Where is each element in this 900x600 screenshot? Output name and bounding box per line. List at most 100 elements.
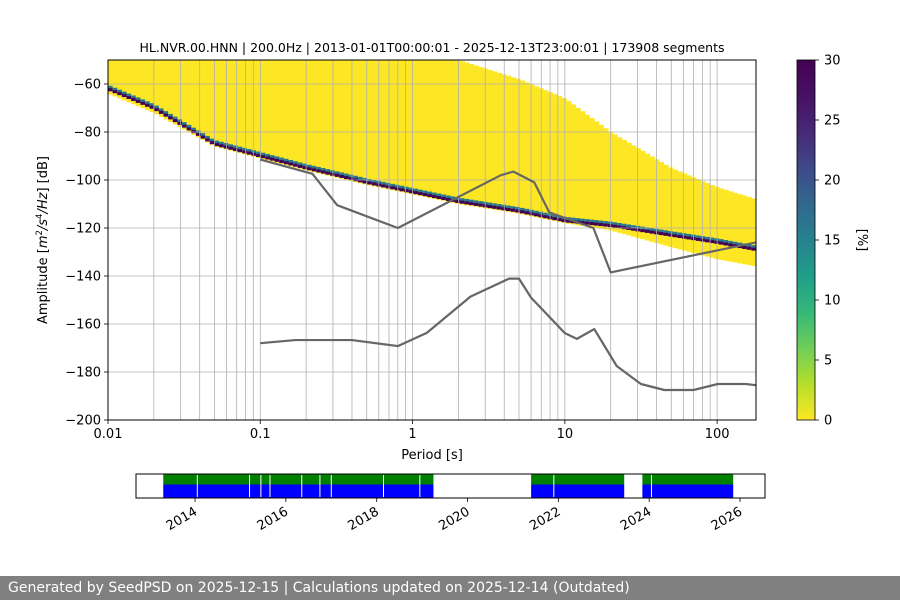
psd-mode-cell xyxy=(214,143,220,147)
psd-mode-cell xyxy=(589,222,595,226)
psd-mode-cell xyxy=(492,205,498,209)
psd-band-cell xyxy=(681,173,688,251)
psd-band-cell xyxy=(339,60,345,179)
psd-band-cell xyxy=(441,60,447,201)
psd-mode-cell xyxy=(556,218,563,222)
psd-mode-cell xyxy=(334,173,341,177)
psd-transition-cell xyxy=(649,228,655,233)
psd-band-cell xyxy=(302,60,308,171)
psd-mode-cell xyxy=(668,233,674,237)
psd-mode-cell xyxy=(348,177,354,181)
psd-mode-cell xyxy=(529,212,535,216)
psd-transition-cell xyxy=(478,201,484,206)
psd-mode-cell xyxy=(186,127,192,131)
psd-transition-cell xyxy=(418,189,424,194)
psd-mode-cell xyxy=(635,228,641,232)
psd-band-cell xyxy=(515,78,521,214)
psd-transition-cell xyxy=(348,174,354,179)
psd-band-cell xyxy=(566,101,572,224)
psd-band-cell xyxy=(149,60,155,113)
psd-band-cell xyxy=(506,75,512,212)
psd-band-cell xyxy=(274,60,280,163)
psd-band-cell xyxy=(362,60,368,185)
colorbar-label: [%] xyxy=(854,229,869,252)
psd-transition-cell xyxy=(631,225,637,230)
psd-mode-cell xyxy=(473,202,479,206)
psd-transition-cell xyxy=(177,119,183,124)
psd-mode-cell xyxy=(728,243,734,247)
psd-band-cell xyxy=(580,111,586,226)
psd-transition-cell xyxy=(732,241,739,246)
psd-transition-cell xyxy=(112,87,118,92)
psd-band-cell xyxy=(635,148,641,238)
psd-transition-cell xyxy=(200,133,206,138)
psd-band-cell xyxy=(473,65,479,207)
psd-band-cell xyxy=(519,80,526,215)
psd-transition-cell xyxy=(459,198,465,203)
psd-mode-cell xyxy=(246,151,253,155)
psd-transition-cell xyxy=(728,240,734,245)
psd-mode-cell xyxy=(228,146,234,150)
psd-mode-cell xyxy=(413,191,419,195)
psd-band-cell xyxy=(492,71,498,210)
psd-transition-cell xyxy=(441,194,447,199)
psd-band-cell xyxy=(307,60,313,172)
psd-transition-cell xyxy=(524,208,530,213)
psd-transition-cell xyxy=(325,169,331,174)
psd-transition-cell xyxy=(219,141,225,146)
psd-band-cell xyxy=(367,60,373,186)
colorbar-tick-label: 0 xyxy=(824,414,832,429)
psd-mode-cell xyxy=(603,223,609,227)
psd-transition-cell xyxy=(353,175,359,180)
psd-transition-cell xyxy=(718,239,725,244)
psd-transition-cell xyxy=(640,226,646,231)
psd-transition-cell xyxy=(256,151,262,156)
psd-transition-cell xyxy=(126,93,132,98)
psd-transition-cell xyxy=(307,164,313,169)
psd-transition-cell xyxy=(154,105,160,110)
psd-band-cell xyxy=(270,60,276,162)
psd-mode-cell xyxy=(626,226,632,230)
psd-band-cell xyxy=(700,181,706,256)
psd-transition-cell xyxy=(510,206,516,211)
psd-transition-cell xyxy=(131,95,137,100)
psd-transition-cell xyxy=(751,245,756,250)
timeline-tick-label: 2024 xyxy=(618,504,654,534)
psd-band-cell xyxy=(265,60,271,161)
psd-band-cell xyxy=(469,64,475,207)
psd-band-cell xyxy=(195,60,202,138)
psd-transition-cell xyxy=(556,215,563,220)
psd-mode-cell xyxy=(270,157,276,161)
psd-mode-cell xyxy=(149,105,155,109)
psd-mode-cell xyxy=(469,202,475,206)
psd-mode-cell xyxy=(399,188,405,192)
psd-transition-cell xyxy=(427,191,433,196)
psd-band-cell xyxy=(427,60,433,198)
psd-mode-cell xyxy=(663,232,669,236)
psd-mode-cell xyxy=(200,135,206,139)
psd-transition-cell xyxy=(496,204,503,209)
psd-mode-cell xyxy=(742,245,748,249)
psd-mode-cell xyxy=(108,88,114,92)
psd-transition-cell xyxy=(413,188,419,193)
psd-band-cell xyxy=(121,60,128,101)
psd-transition-cell xyxy=(626,224,632,229)
psd-transition-cell xyxy=(621,223,627,228)
psd-mode-cell xyxy=(672,234,678,238)
psd-band-cell xyxy=(746,197,752,266)
psd-transition-cell xyxy=(686,233,692,238)
psd-mode-cell xyxy=(455,199,461,203)
psd-transition-cell xyxy=(108,85,114,90)
psd-band-cell xyxy=(668,167,674,247)
psd-band-cell xyxy=(413,60,419,196)
psd-band-cell xyxy=(145,60,151,111)
psd-mode-cell xyxy=(640,229,646,233)
colorbar-tick-label: 5 xyxy=(824,354,832,369)
psd-mode-cell xyxy=(390,186,396,190)
psd-transition-cell xyxy=(283,158,290,163)
psd-transition-cell xyxy=(242,147,248,152)
psd-transition-cell xyxy=(580,218,586,223)
psd-band-cell xyxy=(371,60,378,187)
psd-transition-cell xyxy=(302,163,308,168)
